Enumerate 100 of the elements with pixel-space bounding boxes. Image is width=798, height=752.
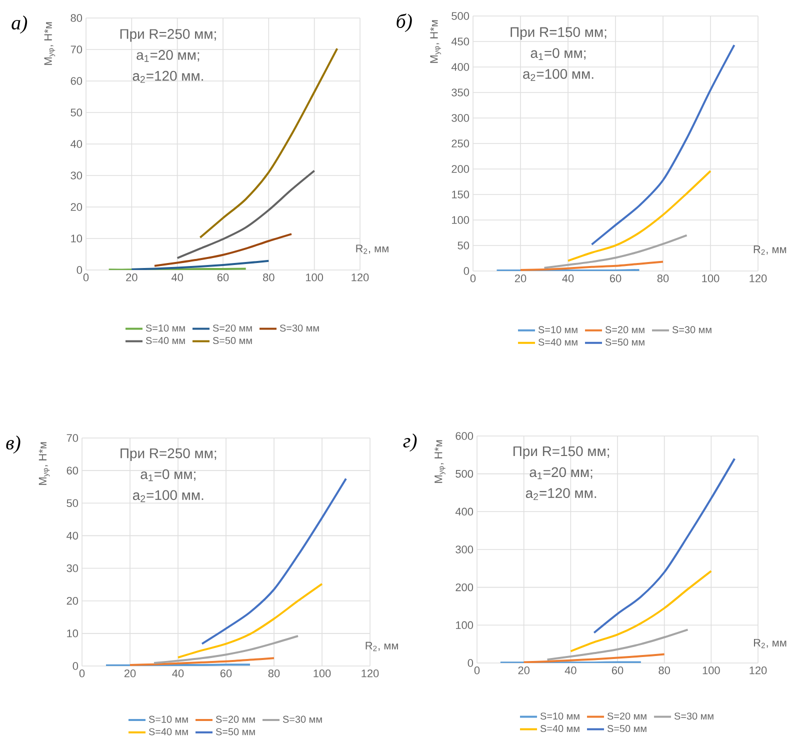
legend-label: S=40 мм (146, 337, 185, 344)
x-tick-label: 20 (514, 274, 526, 282)
y-axis-title: M$_{yφ}$, Н*м (434, 440, 446, 483)
line-series (543, 234, 688, 269)
x-tick-label: 20 (124, 670, 136, 678)
annotation: a$_{2}$=120 мм. (132, 70, 203, 83)
legend-label: S=10 мм (148, 716, 188, 723)
line-series (177, 582, 324, 659)
y-tick-label: 10 (71, 234, 82, 242)
line-series (130, 260, 270, 270)
line-series (129, 657, 276, 666)
x-tick-label: 80 (658, 666, 670, 674)
y-tick-label: 60 (70, 77, 82, 85)
legend-label: S=30 мм (280, 324, 319, 332)
annotation: a$_{1}$=20 мм; (136, 50, 200, 62)
y-tick-label: 40 (70, 140, 82, 148)
y-tick-label: 400 (455, 508, 474, 516)
legend-label: S=20 мм (607, 712, 646, 720)
x-tick-label: 120 (352, 274, 369, 282)
x-tick-label: 100 (314, 670, 331, 678)
y-tick-label: 50 (458, 242, 470, 250)
y-tick-label: 70 (66, 434, 78, 442)
x-axis-title: R$_{2}$, мм (754, 246, 786, 255)
x-tick-label: 60 (220, 670, 232, 678)
legend-label: S=10 мм (540, 712, 580, 720)
y-tick-label: 200 (452, 165, 470, 173)
legend-label: S=10 мм (146, 324, 185, 332)
line-series (520, 260, 664, 271)
x-tick-label: 40 (171, 274, 183, 282)
y-tick-label: 300 (456, 546, 474, 554)
y-tick-label: 70 (70, 46, 82, 54)
x-tick-label: 100 (306, 274, 324, 282)
legend-label: S=50 мм (605, 338, 644, 346)
legend-label: S=20 мм (212, 324, 252, 332)
y-tick-label: 10 (67, 630, 78, 638)
x-tick-label: 100 (702, 666, 720, 674)
x-tick-label: 40 (562, 274, 574, 282)
annotation: a$_{2}$=120 мм. (526, 488, 596, 500)
annotation: a$_{2}$=100 мм. (523, 68, 594, 81)
line-series (546, 628, 689, 661)
x-tick-label: 80 (263, 274, 274, 282)
annotation: При R=150 мм; (514, 446, 609, 459)
legend-label: S=30 мм (674, 712, 714, 720)
annotation: При R=250 мм; (120, 448, 216, 461)
chart-title: г) (403, 434, 417, 452)
y-tick-label: 200 (456, 583, 474, 592)
x-tick-label: 60 (610, 274, 622, 282)
line-series (154, 233, 293, 267)
annotation: a$_{1}$=0 мм; (140, 469, 196, 482)
y-tick-label: 600 (456, 432, 474, 440)
x-tick-label: 60 (612, 666, 624, 674)
y-tick-label: 0 (464, 267, 470, 275)
line-series (522, 653, 666, 663)
chart-title: б) (396, 14, 412, 32)
y-tick-label: 20 (66, 596, 78, 605)
line-series (567, 170, 712, 262)
y-tick-label: 150 (452, 190, 470, 198)
legend-label: S=30 мм (282, 716, 322, 723)
chart-title: а) (12, 16, 28, 34)
legend-label: S=50 мм (212, 337, 252, 344)
annotation: При R=150 мм; (510, 27, 606, 40)
x-axis-title: R$_{2}$, мм (356, 244, 388, 254)
legend-label: S=50 мм (216, 728, 255, 736)
x-axis-title: R$_{2}$, мм (754, 638, 786, 648)
x-tick-label: 40 (172, 670, 184, 678)
x-tick-label: 120 (362, 670, 379, 678)
line-series (570, 570, 712, 652)
line-series (153, 635, 300, 664)
legend-label: S=40 мм (148, 728, 188, 736)
chart-title: в) (6, 436, 20, 454)
y-axis-title: M$_{yφ}$, Н*м (44, 22, 56, 65)
x-tick-label: 120 (750, 274, 767, 282)
y-tick-label: 500 (452, 12, 470, 20)
legend-label: S=40 мм (540, 725, 580, 732)
x-tick-label: 0 (474, 666, 480, 674)
annotation: a$_{2}$=100 мм. (132, 490, 204, 502)
y-tick-label: 40 (66, 532, 78, 540)
y-tick-label: 100 (456, 621, 474, 630)
y-tick-label: 50 (70, 108, 82, 116)
x-axis-title: R$_{2}$, мм (366, 642, 398, 652)
y-tick-label: 250 (452, 140, 470, 148)
legend-label: S=20 мм (605, 326, 644, 334)
x-tick-label: 80 (657, 274, 669, 282)
x-tick-label: 20 (126, 274, 138, 282)
y-tick-label: 350 (452, 88, 470, 96)
x-tick-label: 80 (268, 670, 280, 678)
x-tick-label: 120 (750, 666, 767, 674)
annotation: a$_{1}$=20 мм; (530, 467, 592, 480)
y-tick-label: 30 (66, 564, 78, 572)
legend-label: S=50 мм (607, 725, 646, 732)
x-tick-label: 60 (217, 274, 229, 282)
y-tick-label: 80 (70, 14, 82, 22)
x-tick-label: 20 (518, 666, 530, 674)
y-tick-label: 500 (456, 470, 474, 478)
y-tick-label: 0 (468, 659, 474, 667)
y-tick-label: 300 (452, 114, 470, 122)
legend-label: S=30 мм (672, 326, 712, 334)
y-tick-label: 0 (76, 266, 82, 274)
y-tick-label: 400 (451, 63, 470, 71)
y-tick-label: 50 (66, 499, 78, 508)
